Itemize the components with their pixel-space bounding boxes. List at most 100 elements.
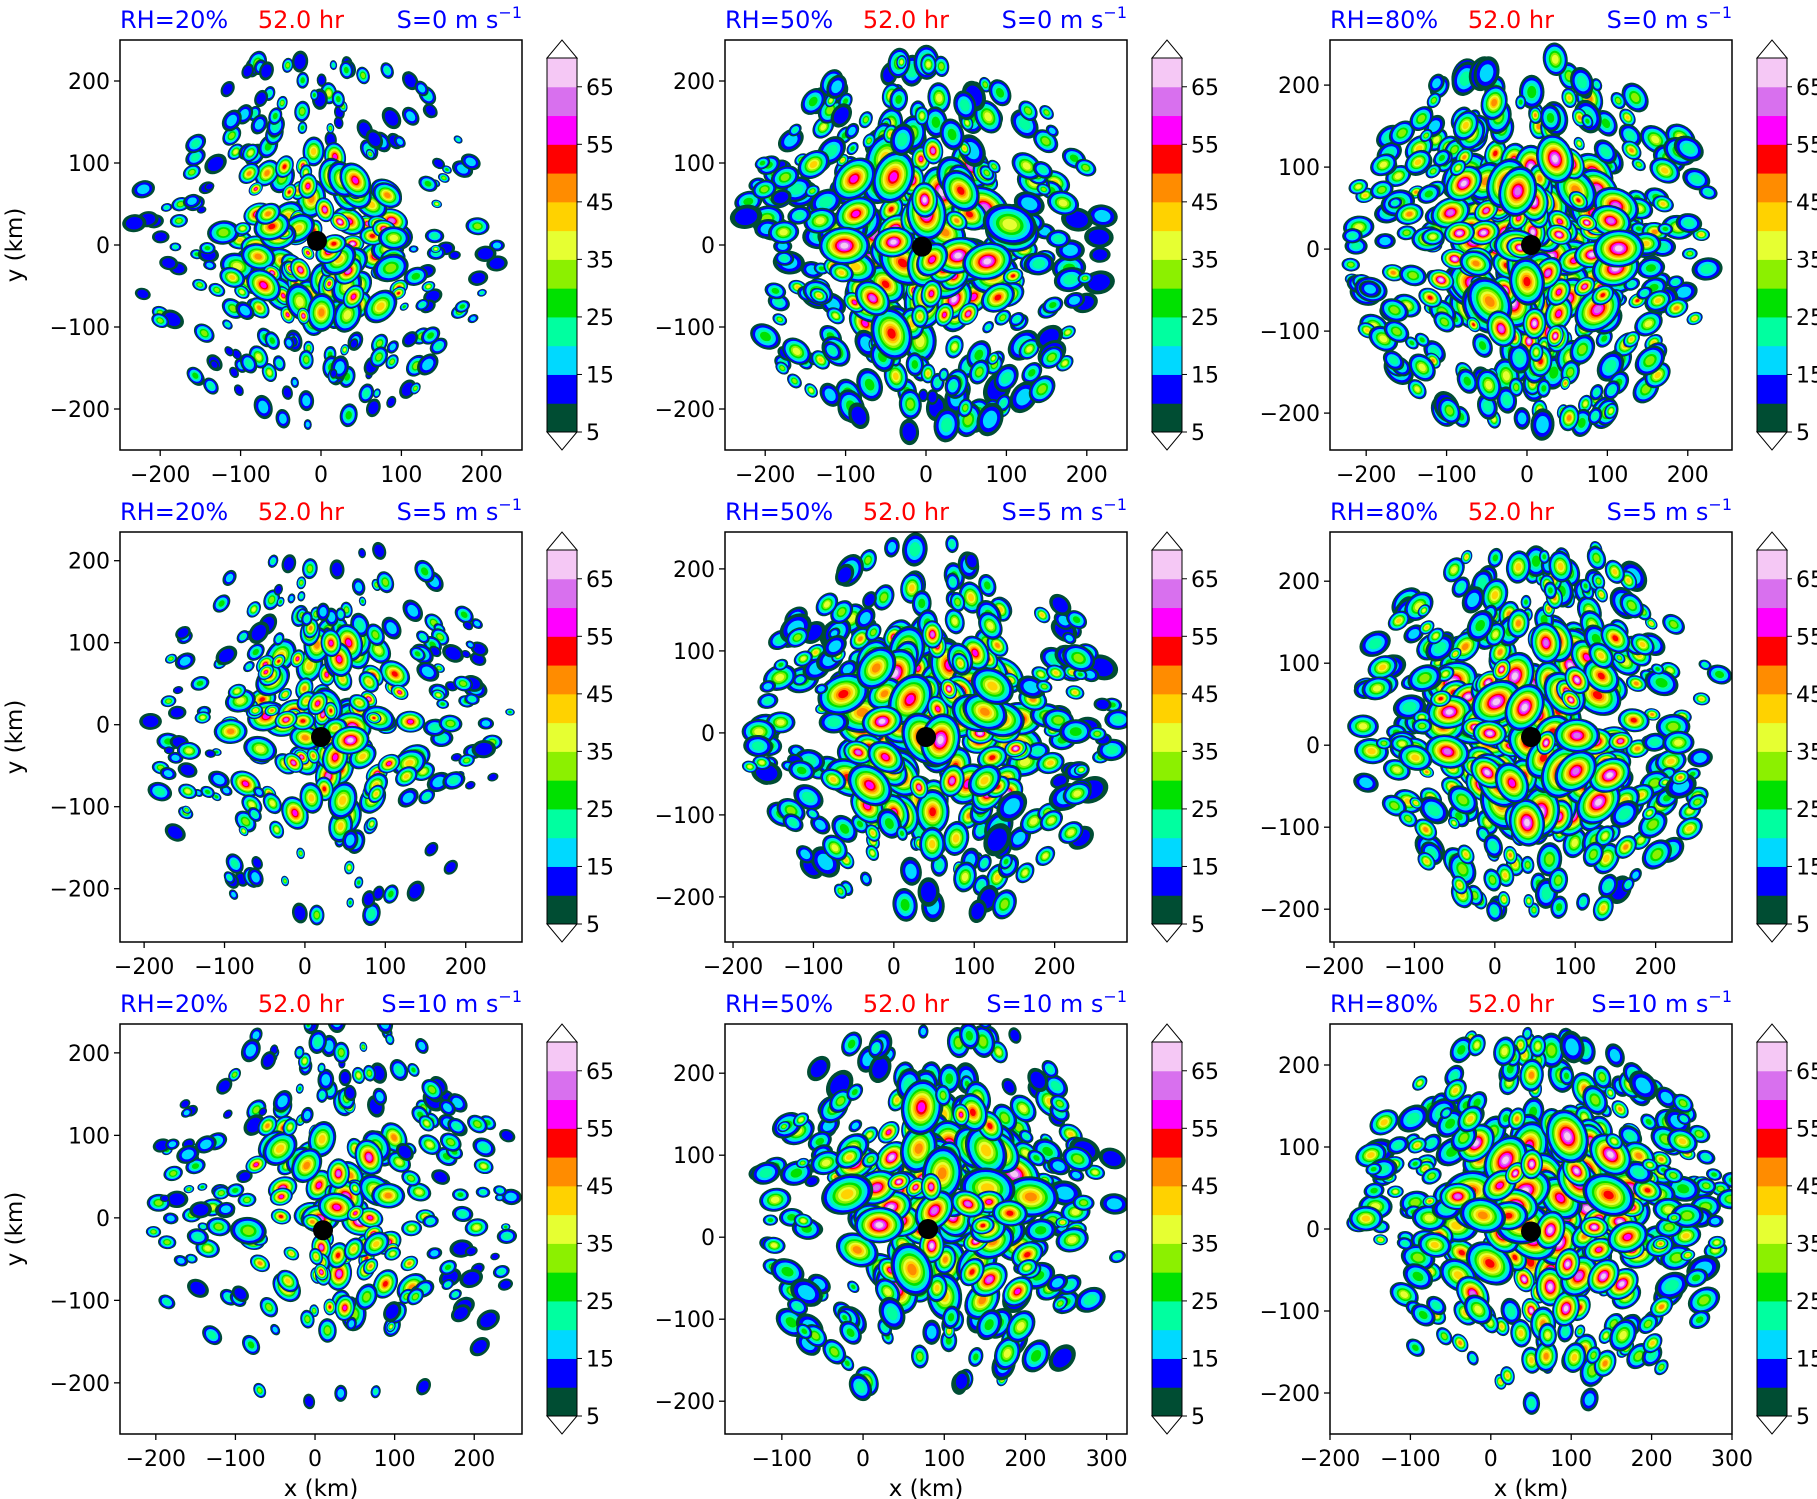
reflectivity-blob <box>850 175 858 183</box>
colorbar-segment <box>547 316 577 347</box>
reflectivity-blob <box>268 223 276 230</box>
reflectivity-blob <box>850 146 855 151</box>
reflectivity-blob <box>479 291 485 295</box>
reflectivity-blob <box>984 112 992 122</box>
colorbar-segment <box>547 230 577 260</box>
colorbar-tick-label: 55 <box>586 133 614 158</box>
reflectivity-blob <box>305 421 310 428</box>
reflectivity-blob <box>1044 110 1049 115</box>
colorbar-segment <box>1152 403 1182 433</box>
reflectivity-blob <box>384 110 399 126</box>
colorbar-tick-label: 65 <box>1191 76 1219 101</box>
reflectivity-blob <box>390 359 395 364</box>
reflectivity-blob <box>816 293 822 298</box>
colorbar-extend-max <box>545 39 579 59</box>
reflectivity-blob <box>869 295 876 302</box>
reflectivity-blob <box>269 337 275 344</box>
reflectivity-blob <box>906 399 914 409</box>
reflectivity-blob <box>384 192 391 199</box>
reflectivity-blob <box>191 153 200 162</box>
reflectivity-blob <box>345 411 352 420</box>
reflectivity-blob <box>1026 346 1033 352</box>
x-tick-label: −100 <box>815 463 875 488</box>
reflectivity-blob <box>426 285 431 289</box>
reflectivity-blob <box>477 248 494 260</box>
reflectivity-blob <box>1062 244 1078 256</box>
reflectivity-blob <box>258 400 269 414</box>
reflectivity-blob <box>792 127 798 133</box>
reflectivity-blob <box>962 146 966 151</box>
colorbar-segment <box>1152 173 1182 203</box>
reflectivity-blob <box>368 401 379 415</box>
reflectivity-blob <box>1002 218 1017 230</box>
reflectivity-blob <box>734 208 758 226</box>
colorbar-segment <box>547 58 577 88</box>
reflectivity-blob <box>456 137 460 142</box>
colorbar-segment <box>1152 259 1182 289</box>
reflectivity-blob <box>942 312 947 317</box>
reflectivity-blob <box>157 318 163 323</box>
reflectivity-blob <box>402 305 406 309</box>
reflectivity-blob <box>1390 270 1396 275</box>
reflectivity-blob <box>280 100 284 106</box>
reflectivity-blob <box>1048 353 1056 361</box>
reflectivity-blob <box>1068 295 1081 305</box>
reflectivity-blob <box>867 138 871 144</box>
reflectivity-blob <box>473 223 482 229</box>
reflectivity-blob <box>1021 197 1038 211</box>
reflectivity-blob <box>343 310 352 320</box>
colorbar-tick-label: 45 <box>1191 191 1219 216</box>
colorbar-extend-max <box>1150 39 1184 59</box>
reflectivity-blob <box>368 152 372 156</box>
reflectivity-blob <box>897 258 908 268</box>
reflectivity-blob <box>387 397 395 407</box>
reflectivity-blob <box>389 218 395 223</box>
reflectivity-blob <box>974 349 984 361</box>
reflectivity-blob <box>363 389 370 398</box>
reflectivity-blob <box>389 343 396 351</box>
colorbar-segment <box>1152 201 1182 232</box>
reflectivity-blob <box>329 126 332 130</box>
reflectivity-blob <box>815 217 825 225</box>
reflectivity-blob <box>417 84 426 93</box>
reflectivity-blob <box>211 361 218 368</box>
colorbar-tick-label: 35 <box>1191 248 1219 273</box>
colorbar-segment <box>547 201 577 232</box>
reflectivity-blob <box>236 237 243 243</box>
y-tick-label: 200 <box>673 70 715 95</box>
colorbar-tick-label: 55 <box>1191 133 1219 158</box>
reflectivity-blob <box>265 211 271 217</box>
reflectivity-blob <box>245 359 253 368</box>
colorbar-segment <box>547 173 577 203</box>
reflectivity-blob <box>191 139 201 148</box>
reflectivity-blob <box>881 280 890 289</box>
reflectivity-blob <box>928 391 937 403</box>
reflectivity-blob <box>434 159 443 168</box>
reflectivity-blob <box>260 282 267 289</box>
reflectivity-blob <box>286 339 292 347</box>
reflectivity-blob <box>964 414 973 426</box>
reflectivity-blob <box>862 320 868 327</box>
reflectivity-blob <box>465 157 476 167</box>
reflectivity-blob <box>404 333 416 345</box>
reflectivity-blob <box>419 302 426 308</box>
colorbar-segment <box>1152 288 1182 318</box>
reflectivity-blob <box>1069 154 1079 162</box>
reflectivity-blob <box>198 207 205 213</box>
colorbar-tick-label: 5 <box>586 421 600 446</box>
reflectivity-blob <box>941 417 953 433</box>
reflectivity-blob <box>792 378 797 384</box>
reflectivity-blob <box>1082 164 1089 171</box>
reflectivity-blob <box>1022 162 1031 170</box>
storm-center-marker <box>911 236 932 257</box>
reflectivity-blob <box>427 332 435 339</box>
colorbar-segment <box>1152 230 1182 260</box>
colorbar-tick-label: 45 <box>586 191 614 216</box>
reflectivity-blob <box>771 287 780 294</box>
reflectivity-blob <box>300 125 305 130</box>
reflectivity-blob <box>187 197 197 205</box>
reflectivity-blob <box>335 118 342 128</box>
